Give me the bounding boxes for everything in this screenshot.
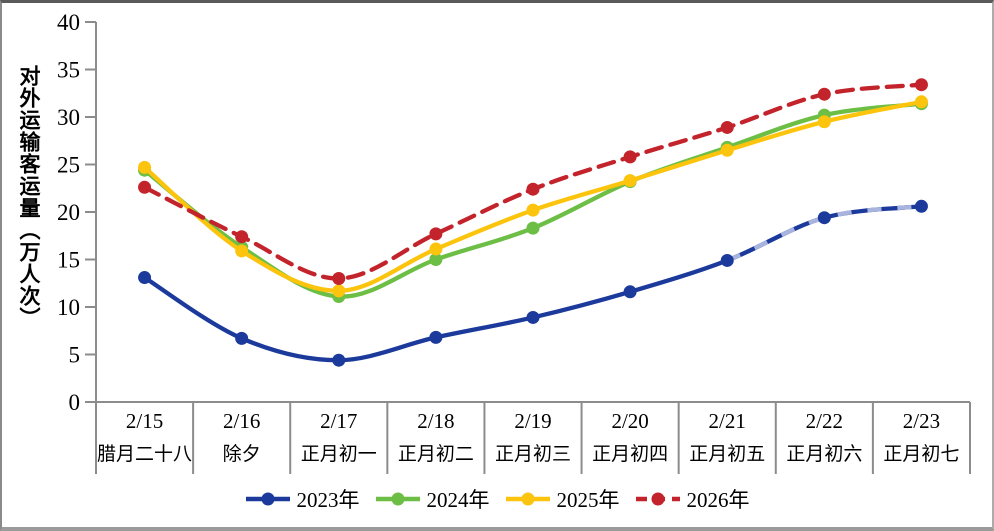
data-point-2023-2/23 xyxy=(914,199,928,213)
series-line-2025 xyxy=(142,99,924,294)
y-tick-label: 10 xyxy=(57,295,80,320)
legend-dot xyxy=(261,492,274,506)
x-tick-label-date: 2/21 xyxy=(709,409,746,433)
data-point-2026-2/21 xyxy=(720,120,734,134)
x-tick-label-lunar: 正月初六 xyxy=(786,443,862,465)
data-point-2026-2/17 xyxy=(332,272,346,285)
data-point-2025-2/17 xyxy=(332,284,346,298)
x-tick-label-date: 2/18 xyxy=(417,409,454,433)
data-point-2024-2/18 xyxy=(429,253,443,266)
y-tick-label: 15 xyxy=(57,248,80,273)
x-tick-label-date: 2/19 xyxy=(514,409,551,433)
x-tick-label-date: 2/20 xyxy=(611,409,648,433)
legend-marker-2023 xyxy=(245,492,290,506)
data-point-2023-2/22 xyxy=(817,211,831,225)
data-point-2023-2/15 xyxy=(138,271,152,285)
y-tick-label: 20 xyxy=(57,200,80,225)
y-tick-label: 30 xyxy=(57,105,80,130)
data-point-2023-2/21 xyxy=(720,253,734,267)
y-tick-label: 5 xyxy=(69,343,81,368)
series-line-2026 xyxy=(142,82,924,281)
legend-marker-2024 xyxy=(375,492,420,506)
legend-dot xyxy=(391,492,404,506)
legend-dot xyxy=(651,492,664,506)
data-point-2023-2/19 xyxy=(526,310,540,324)
data-point-2023-2/20 xyxy=(623,285,637,299)
data-point-2026-2/16 xyxy=(235,230,249,244)
series-line-2023-light-overlay xyxy=(726,204,922,263)
legend-item-2024: 2024年 xyxy=(375,484,490,514)
data-point-2025-2/22 xyxy=(817,115,831,129)
y-tick-label: 40 xyxy=(57,10,80,35)
x-tick-label-date: 2/22 xyxy=(806,409,843,433)
chart-legend: 2023年 2024年 2025年 2026年 xyxy=(2,484,992,514)
data-point-2025-2/15 xyxy=(138,160,152,174)
y-tick-label: 0 xyxy=(69,390,81,415)
data-point-2026-2/23 xyxy=(914,78,928,92)
data-point-2023-2/16 xyxy=(235,331,249,345)
y-tick-label: 35 xyxy=(57,58,80,83)
legend-marker-2025 xyxy=(505,492,550,506)
data-point-2026-2/18 xyxy=(429,227,443,241)
data-point-2025-2/18 xyxy=(429,242,443,256)
x-tick-label-lunar: 正月初七 xyxy=(883,443,959,465)
x-tick-label-lunar: 除夕 xyxy=(223,443,261,465)
data-point-2025-2/23 xyxy=(914,95,928,109)
x-tick-label-lunar: 正月初三 xyxy=(495,443,571,465)
x-tick-label-date: 2/17 xyxy=(320,409,357,433)
y-axis-title: 对外运输客运量（万人次） xyxy=(17,65,41,329)
legend-marker-2026 xyxy=(635,492,680,506)
y-tick-label: 25 xyxy=(57,153,80,178)
data-point-2025-2/16 xyxy=(235,244,249,258)
x-tick-label-lunar: 正月初二 xyxy=(398,443,474,465)
data-point-2023-2/17 xyxy=(332,353,346,367)
legend-dot xyxy=(521,492,534,506)
line-chart: 0 5 10 15 20 25 30 35 40 2/15 2/16 2/17 2/18 2/19 2/20… xyxy=(57,10,971,474)
data-point-2026-2/22 xyxy=(817,87,831,101)
data-point-2024-2/19 xyxy=(526,221,540,235)
legend-item-2023: 2023年 xyxy=(245,484,360,514)
x-tick-label-lunar: 正月初四 xyxy=(592,443,668,465)
x-tick-label-date: 2/16 xyxy=(223,409,260,433)
x-tick-label-date: 2/23 xyxy=(903,409,940,433)
x-tick-label-lunar: 正月初五 xyxy=(689,443,765,465)
legend-item-label: 2024年 xyxy=(426,488,490,512)
data-point-2025-2/20 xyxy=(623,174,637,188)
data-point-2026-2/15 xyxy=(138,180,152,194)
data-point-2025-2/19 xyxy=(526,203,540,217)
data-point-2026-2/20 xyxy=(623,150,637,164)
legend-item-label: 2023年 xyxy=(296,488,360,512)
data-point-2025-2/21 xyxy=(720,143,734,157)
series-line-2024 xyxy=(142,101,924,299)
legend-item-label: 2026年 xyxy=(686,488,750,512)
x-tick-label-lunar: 正月初一 xyxy=(301,443,377,465)
legend-item-label: 2025年 xyxy=(556,488,620,512)
x-tick-label-lunar: 腊月二十八 xyxy=(97,443,192,465)
legend-item-2026: 2026年 xyxy=(635,484,750,514)
data-point-2026-2/19 xyxy=(526,182,540,196)
x-tick-label-date: 2/15 xyxy=(126,409,163,433)
legend-item-2025: 2025年 xyxy=(505,484,620,514)
data-point-2023-2/18 xyxy=(429,330,443,344)
